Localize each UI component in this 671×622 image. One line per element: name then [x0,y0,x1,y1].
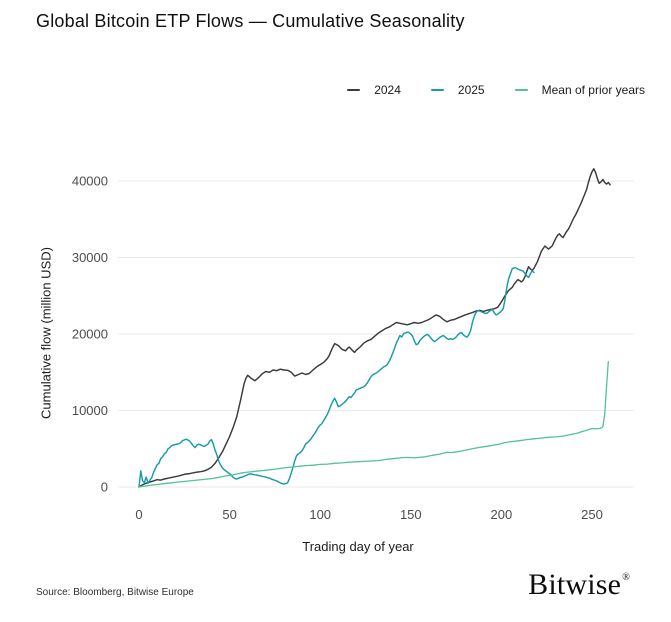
y-tick-label-10000: 10000 [72,403,108,418]
legend-dash-2024-icon [347,89,361,91]
chart-title: Global Bitcoin ETP Flows — Cumulative Se… [36,11,465,31]
legend: 2024 2025 Mean of prior years [347,83,645,97]
series-line-2024 [138,168,611,488]
legend-label-mean: Mean of prior years [541,83,645,97]
registered-trademark-icon: ® [622,572,630,583]
source-note: Source: Bloomberg, Bitwise Europe [36,587,194,598]
x-tick-label-50: 50 [222,507,236,522]
x-tick-label-250: 250 [581,507,603,522]
y-tick-label-40000: 40000 [72,174,108,189]
x-axis-title: Trading day of year [302,539,414,554]
legend-item-2025: 2025 [430,83,485,97]
legend-item-mean: Mean of prior years [514,83,645,97]
x-tick-label-100: 100 [309,507,331,522]
legend-label-2025: 2025 [457,83,485,97]
series-line-2025 [138,267,535,488]
y-tick-label-0: 0 [101,480,108,495]
y-tick-label-20000: 20000 [72,327,108,342]
series-line-mean-of-prior-years [138,360,609,488]
legend-dash-mean-icon [514,89,528,91]
legend-label-2024: 2024 [374,83,401,97]
y-tick-label-30000: 30000 [72,250,108,265]
bitwise-logo: Bitwise® [528,568,630,602]
legend-item-2024: 2024 [347,83,401,97]
x-tick-label-200: 200 [491,507,513,522]
y-axis-title: Cumulative flow (million USD) [38,247,54,419]
x-tick-label-0: 0 [135,507,142,522]
x-tick-label-150: 150 [400,507,422,522]
legend-dash-2025-icon [430,89,444,91]
bitwise-logo-text: Bitwise [528,568,622,601]
